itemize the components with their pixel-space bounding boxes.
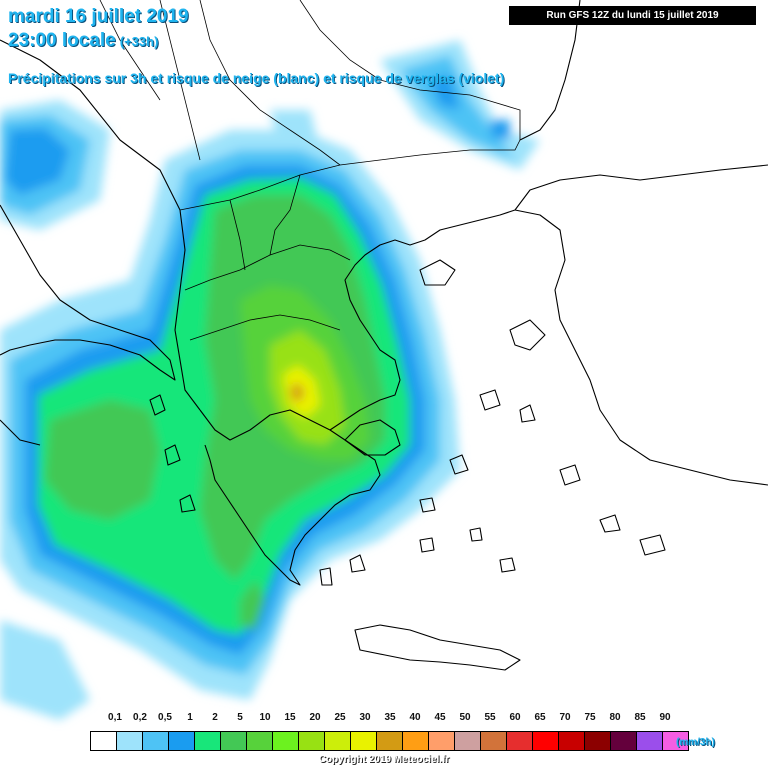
legend-swatch <box>273 732 299 750</box>
legend-tick-label: 0,2 <box>133 712 147 723</box>
legend-tick-label: 80 <box>609 712 621 723</box>
legend-swatch <box>351 732 377 750</box>
forecast-date: mardi 16 juillet 2019 <box>8 6 189 27</box>
legend-swatch <box>637 732 663 750</box>
legend-swatch <box>377 732 403 750</box>
legend-swatch <box>559 732 585 750</box>
legend-tick-label: 35 <box>384 712 396 723</box>
legend-tick-label: 60 <box>509 712 521 723</box>
legend-tick-label: 40 <box>409 712 421 723</box>
legend-tick-label: 15 <box>284 712 296 723</box>
legend-swatch <box>91 732 117 750</box>
legend-tick-label: 85 <box>634 712 646 723</box>
legend-swatch <box>325 732 351 750</box>
forecast-offset: (+33h) <box>119 34 159 49</box>
legend-tick-label: 1 <box>187 712 193 723</box>
borders <box>99 0 521 341</box>
legend-swatch <box>299 732 325 750</box>
legend-swatch <box>403 732 429 750</box>
legend-swatch <box>663 732 688 750</box>
coastlines <box>0 0 768 671</box>
precipitation-field <box>0 40 540 720</box>
legend-tick-label: 0,5 <box>158 712 172 723</box>
forecast-time-value: 23:00 locale <box>8 30 116 51</box>
legend-tick-label: 50 <box>459 712 471 723</box>
legend-color-bar <box>90 731 689 751</box>
legend-tick-label: 55 <box>484 712 496 723</box>
legend-unit: (mm/3h) <box>676 737 715 748</box>
run-info-badge: Run GFS 12Z du lundi 15 juillet 2019 <box>509 6 756 25</box>
legend-tick-label: 20 <box>309 712 321 723</box>
legend-swatch <box>247 732 273 750</box>
legend-swatch <box>585 732 611 750</box>
legend-tick-label: 45 <box>434 712 446 723</box>
legend-tick-label: 75 <box>584 712 596 723</box>
legend-swatch <box>195 732 221 750</box>
legend-tick-label: 70 <box>559 712 571 723</box>
legend-tick-label: 25 <box>334 712 346 723</box>
legend-swatch <box>507 732 533 750</box>
legend-tick-label: 65 <box>534 712 546 723</box>
legend-tick-label: 2 <box>212 712 218 723</box>
legend-swatch <box>455 732 481 750</box>
legend-tick-label: 30 <box>359 712 371 723</box>
legend-swatch <box>169 732 195 750</box>
legend-swatch <box>611 732 637 750</box>
legend-tick-label: 0,1 <box>108 712 122 723</box>
copyright-text: Copyright 2019 Meteociel.fr <box>318 754 450 765</box>
legend-swatch <box>221 732 247 750</box>
legend-swatch <box>143 732 169 750</box>
legend-swatch <box>117 732 143 750</box>
legend-ticks: 0,1 0,2 0,5 1 2 5 10 15 20 25 30 35 40 45 50 55 60 65 70 75… <box>90 712 671 726</box>
forecast-time: 23:00 locale (+33h) <box>8 30 158 52</box>
legend-swatch <box>481 732 507 750</box>
legend-tick-label: 90 <box>659 712 671 723</box>
legend-tick-label: 10 <box>259 712 271 723</box>
legend-swatch <box>533 732 559 750</box>
legend-tick-label: 5 <box>237 712 243 723</box>
map-subtitle: Précipitations sur 3h et risque de neige… <box>8 70 505 86</box>
legend-swatch <box>429 732 455 750</box>
